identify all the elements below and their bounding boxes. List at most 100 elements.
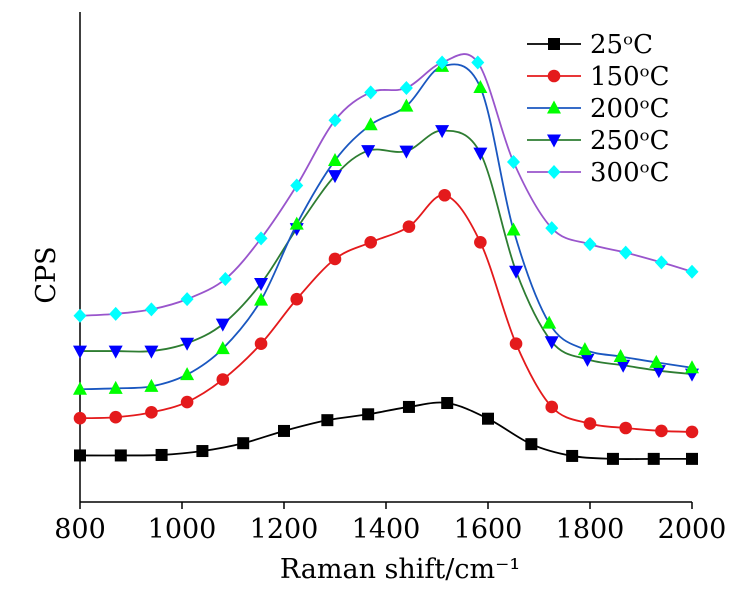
legend-marker	[547, 69, 561, 83]
data-point	[289, 216, 304, 230]
data-point	[619, 421, 632, 435]
data-point	[619, 245, 633, 260]
legend-item: 150ᵒC	[527, 62, 670, 92]
legend-label: 250ᵒC	[590, 126, 670, 156]
data-point	[438, 188, 451, 202]
data-point	[566, 449, 579, 462]
data-point	[435, 55, 449, 70]
data-point	[108, 380, 123, 394]
data-point	[542, 315, 557, 329]
x-tick-label: 2000	[658, 514, 727, 545]
data-point	[145, 406, 158, 419]
legend-marker	[547, 100, 561, 114]
data-point	[321, 414, 334, 427]
legend-item: 200ᵒC	[527, 94, 670, 124]
x-tick-label: 1000	[148, 514, 217, 545]
data-point	[685, 360, 699, 374]
x-tick-label: 1600	[454, 514, 523, 545]
x-axis-label: Raman shift/cm⁻¹	[280, 554, 520, 585]
data-point	[73, 345, 87, 359]
data-point	[180, 292, 194, 307]
legend-label: 200ᵒC	[590, 94, 670, 124]
data-point	[144, 302, 158, 317]
data-point	[363, 117, 378, 131]
legend-label: 300ᵒC	[590, 158, 670, 188]
legend-label: 25ᵒC	[590, 30, 653, 60]
data-point	[441, 397, 454, 410]
data-point	[649, 354, 664, 368]
data-point	[254, 231, 268, 246]
x-tick-label: 800	[54, 514, 106, 545]
series-0	[74, 397, 698, 465]
y-axis-label: CPS	[31, 246, 62, 303]
data-point	[278, 424, 290, 437]
data-point	[328, 170, 342, 184]
data-point	[685, 264, 699, 279]
data-point	[473, 79, 488, 93]
legend-label: 150ᵒC	[590, 62, 670, 92]
x-tick-label: 1200	[250, 514, 319, 545]
data-point	[655, 424, 668, 438]
data-point	[328, 113, 342, 128]
data-point	[108, 345, 123, 359]
data-point	[218, 272, 232, 287]
data-point	[361, 145, 376, 159]
data-point	[109, 306, 123, 321]
series-4	[73, 53, 699, 323]
data-point	[144, 378, 159, 392]
data-point	[144, 345, 159, 359]
legend-item: 25ᵒC	[527, 30, 653, 60]
series-2	[73, 58, 699, 395]
data-point	[473, 147, 488, 161]
data-point	[180, 337, 195, 351]
data-point	[506, 222, 521, 236]
data-point	[155, 448, 168, 461]
data-point	[435, 125, 450, 139]
data-point	[73, 381, 87, 395]
data-point	[471, 55, 485, 70]
data-point	[509, 265, 524, 279]
data-point	[399, 145, 414, 159]
data-point	[196, 445, 209, 458]
series-layer	[73, 53, 699, 465]
data-point	[114, 449, 127, 462]
data-point	[654, 255, 668, 270]
data-point	[73, 411, 87, 425]
x-tick-label: 1800	[556, 514, 625, 545]
data-point	[544, 336, 559, 350]
data-point	[686, 452, 698, 465]
data-point	[254, 337, 268, 351]
data-point	[507, 154, 520, 169]
legend-item: 250ᵒC	[527, 126, 670, 156]
data-point	[399, 98, 414, 112]
data-point	[482, 412, 494, 425]
data-point	[328, 252, 342, 266]
data-point	[254, 277, 269, 291]
x-axis: 800 1000 1200 1400 1600 1800 2000	[54, 502, 726, 545]
data-point	[364, 236, 378, 249]
data-point	[580, 353, 595, 367]
data-point	[180, 367, 195, 381]
series-line	[79, 401, 692, 460]
data-point	[402, 220, 416, 233]
data-point	[616, 359, 631, 373]
data-point	[109, 410, 122, 424]
legend-marker	[548, 38, 560, 50]
data-point	[216, 373, 230, 386]
data-point	[215, 341, 230, 355]
data-point	[577, 342, 592, 356]
data-point	[647, 452, 660, 465]
data-point	[254, 292, 269, 306]
legend-marker	[547, 165, 561, 179]
data-point	[509, 337, 523, 351]
data-point	[685, 425, 699, 439]
data-point	[215, 318, 230, 332]
data-point	[362, 408, 375, 421]
x-tick-label: 1400	[352, 514, 421, 545]
data-point	[364, 85, 378, 100]
legend-marker	[547, 134, 561, 148]
data-point	[237, 437, 250, 450]
data-point	[606, 452, 619, 465]
data-point	[328, 152, 342, 166]
